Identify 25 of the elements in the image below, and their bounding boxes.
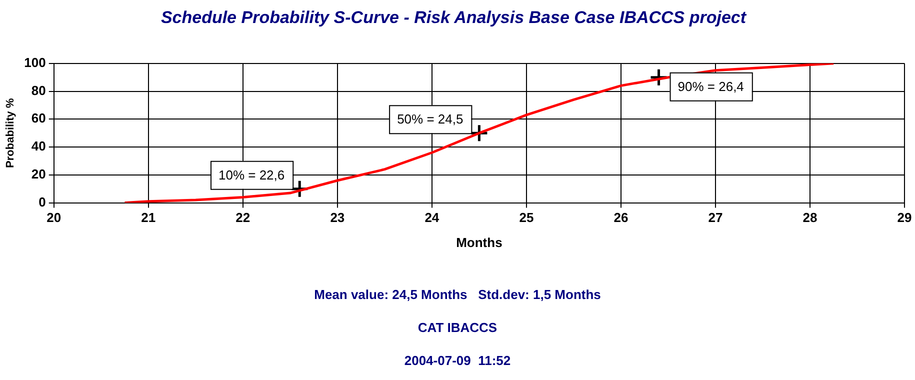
annotation: 90% = 26,4 xyxy=(678,78,744,94)
y-tick-label: 100 xyxy=(24,54,46,70)
annotation: 10% = 22,6 xyxy=(218,167,285,182)
x-tick-label: 23 xyxy=(330,210,345,226)
x-tick-label: 21 xyxy=(141,210,156,226)
x-tick-label: 22 xyxy=(236,210,250,226)
x-tick-label: 26 xyxy=(614,210,628,226)
y-tick-label: 40 xyxy=(31,138,46,154)
y-axis-title: Probability % xyxy=(4,98,17,168)
x-tick-label: 24 xyxy=(424,210,440,226)
chart-title: Schedule Probability S-Curve - Risk Analysis Base Case IBACCS project xyxy=(160,8,748,27)
text: Mean value: 24,5 Months Std.dev: 1,5 Months xyxy=(313,286,602,304)
text: 2004-07-09 11:52 xyxy=(403,352,512,370)
x-axis-title: Months xyxy=(456,234,502,250)
y-tick-label: 60 xyxy=(31,110,46,126)
text: CAT IBACCS xyxy=(416,319,498,337)
y-tick-label: 20 xyxy=(31,166,46,182)
x-tick-label: 29 xyxy=(897,210,912,226)
x-tick-label: 28 xyxy=(802,210,818,226)
y-tick-label: 0 xyxy=(38,194,46,210)
x-tick-label: 27 xyxy=(708,210,723,226)
annotation: 50% = 24,5 xyxy=(397,112,464,127)
x-tick-label: 25 xyxy=(519,210,534,226)
x-tick-label: 20 xyxy=(46,210,62,226)
y-tick-label: 80 xyxy=(31,82,46,98)
